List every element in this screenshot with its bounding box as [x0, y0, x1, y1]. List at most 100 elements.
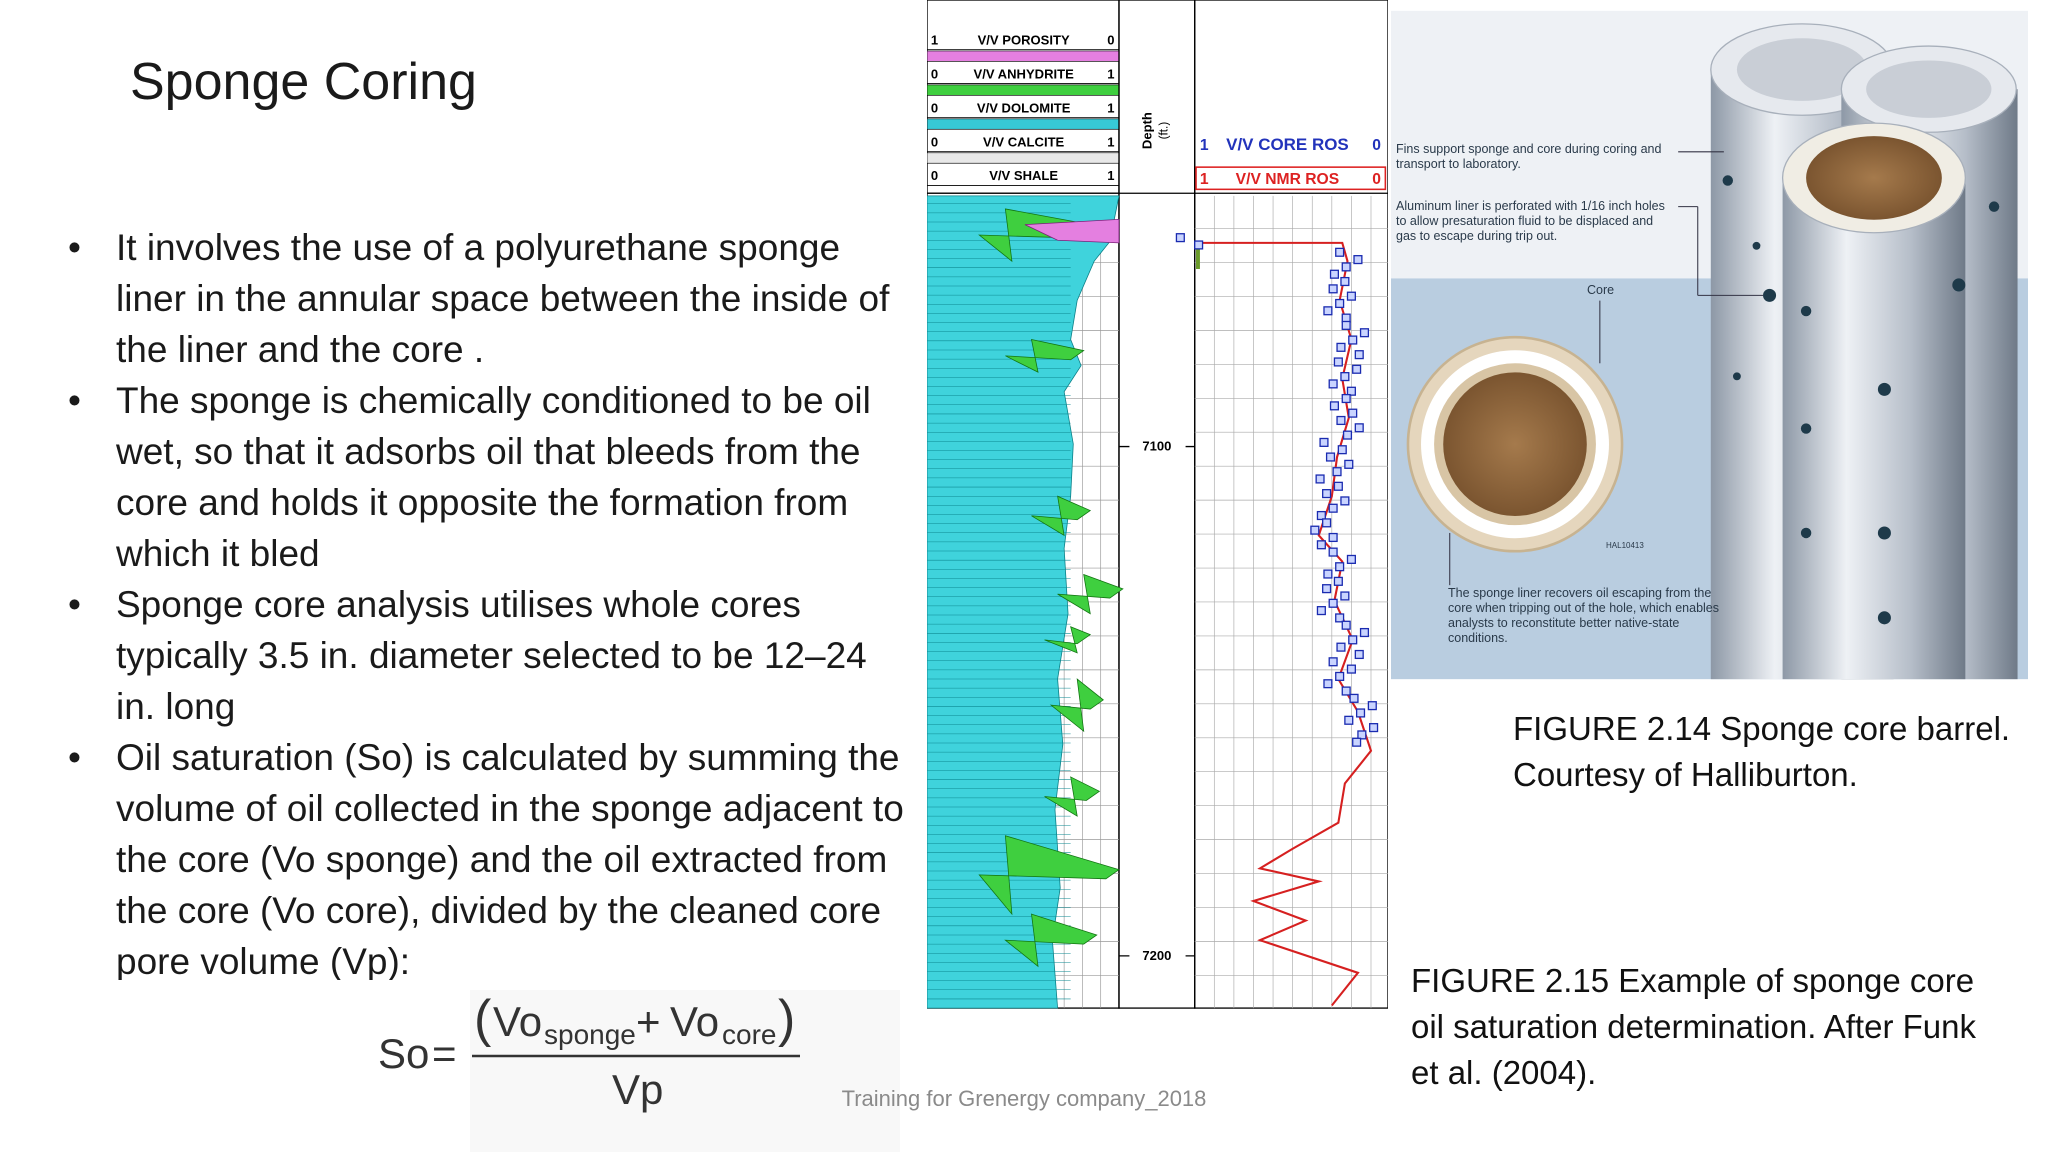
core-point — [1336, 415, 1346, 426]
track-label: V/V ANHYDRITE — [974, 66, 1075, 81]
core-point — [1310, 525, 1320, 535]
formula-vo: Vo — [493, 998, 542, 1045]
barrel-illustration — [1391, 10, 2028, 680]
track-label: V/V NMR ROS — [1236, 171, 1340, 188]
core-point — [1322, 518, 1332, 528]
track-label: V/V POROSITY — [978, 32, 1070, 47]
core-point — [1333, 357, 1343, 367]
core-point — [1329, 269, 1340, 279]
core-point — [1316, 510, 1326, 521]
lithology-band — [927, 118, 1120, 130]
track-box — [1195, 166, 1387, 191]
core-point — [1335, 298, 1345, 309]
formula-plus: + — [636, 998, 661, 1045]
track-scale: 1 — [1107, 168, 1114, 183]
core-point — [1323, 306, 1333, 316]
depth-tick-label: 7100 — [1142, 439, 1171, 454]
log-header: 1 V/V POROSITY 0 0 V/V ANHYDRITE 1 0 V/V DOLOMI… — [927, 0, 1120, 194]
formula-vo: Vo — [670, 998, 719, 1045]
dolomite-spike — [1044, 776, 1101, 817]
core-point — [1328, 598, 1338, 608]
core-point — [1344, 459, 1354, 469]
core-point — [1319, 437, 1329, 447]
leader-lines — [1449, 151, 1764, 586]
core-point — [1346, 554, 1356, 564]
track-label: V/V DOLOMITE — [977, 100, 1071, 115]
core-point — [1341, 393, 1351, 404]
track-scale: 1 — [1107, 66, 1114, 81]
core-point — [1323, 569, 1333, 579]
lithology-band — [927, 84, 1120, 96]
core-point — [1335, 247, 1345, 257]
core-point — [1333, 576, 1343, 586]
core-point — [1194, 240, 1204, 250]
core-point — [1332, 467, 1342, 477]
track-scale: 0 — [931, 134, 938, 149]
depth-tick-label: 7200 — [1142, 948, 1171, 963]
dolomite-spike — [1005, 339, 1085, 373]
core-point — [1175, 233, 1185, 243]
core-point — [1341, 262, 1351, 272]
lithology-band — [927, 152, 1120, 164]
track-scale: 1 — [1107, 100, 1114, 115]
core-point — [1335, 671, 1345, 681]
track-scale: 0 — [931, 168, 938, 183]
core-point — [1325, 452, 1336, 462]
core-point — [1316, 540, 1326, 550]
annotation: The sponge liner recovers oil escaping f… — [1448, 586, 1720, 645]
track-scale: 1 — [1107, 134, 1114, 149]
formula-denominator: Vp — [612, 1066, 663, 1113]
dolomite-spike — [978, 835, 1120, 916]
formula-subscript: core — [722, 1019, 776, 1050]
core-point — [1352, 364, 1362, 374]
dolomite-spike — [1004, 913, 1098, 968]
core-point — [1328, 657, 1338, 667]
core-point — [1344, 715, 1354, 725]
figure-code: HAL10413 — [1606, 541, 1644, 550]
core-point — [1354, 423, 1364, 433]
track-scale: 1 — [1200, 171, 1209, 188]
core-point — [1328, 532, 1338, 543]
core-point — [1340, 276, 1350, 287]
formula-equals: = — [432, 1030, 457, 1077]
annotation: Fins support sponge and core during cori… — [1396, 142, 1662, 171]
bullet: The sponge is chemically conditioned to … — [64, 375, 914, 579]
front-cylinder — [1781, 122, 1966, 680]
core-point — [1352, 737, 1362, 747]
depth-label: Depth — [1140, 112, 1155, 149]
formula-background — [470, 990, 900, 1152]
dolomite-spike — [1057, 573, 1124, 615]
core-point — [1348, 408, 1358, 418]
core-point — [1341, 320, 1351, 330]
core-point — [1341, 686, 1351, 696]
footer: Training for Grenergy company_2018 — [841, 1086, 1207, 1111]
core-point — [1369, 723, 1379, 733]
log-figure: 1 V/V POROSITY 0 0 V/V ANHYDRITE 1 0 V/V DOLOMI… — [927, 0, 1388, 1012]
depth-unit: (ft.) — [1157, 122, 1170, 140]
bullet: It involves the use of a polyurethane sp… — [64, 222, 914, 375]
core-point — [1349, 693, 1359, 703]
core-point — [1346, 664, 1356, 674]
core-point — [1328, 379, 1338, 389]
paren: ( — [474, 990, 492, 1048]
core-point — [1353, 255, 1363, 265]
core-point — [1359, 328, 1370, 338]
formula-text: So = ( Vo sponge + Vo core ) Vp — [378, 990, 800, 1113]
log-body — [927, 0, 1388, 1009]
core-point — [1340, 372, 1350, 382]
track-scale: 1 — [931, 32, 938, 47]
core-point — [1316, 606, 1326, 616]
track-label: V/V CORE ROS — [1226, 135, 1349, 154]
core-point — [1348, 335, 1358, 345]
bullet-list: It involves the use of a polyurethane sp… — [64, 222, 914, 980]
track-scale: 0 — [1372, 137, 1381, 154]
annotation: Aluminum liner is perforated with 1/16 i… — [1396, 199, 1665, 243]
bullet: Oil saturation (So) is calculated by sum… — [64, 732, 914, 980]
annotation: Core — [1587, 283, 1615, 297]
bullet: Sponge core analysis utilises whole core… — [64, 579, 914, 732]
perforation-holes — [1722, 175, 2000, 625]
core-point — [1336, 642, 1346, 652]
core-point — [1328, 503, 1338, 513]
